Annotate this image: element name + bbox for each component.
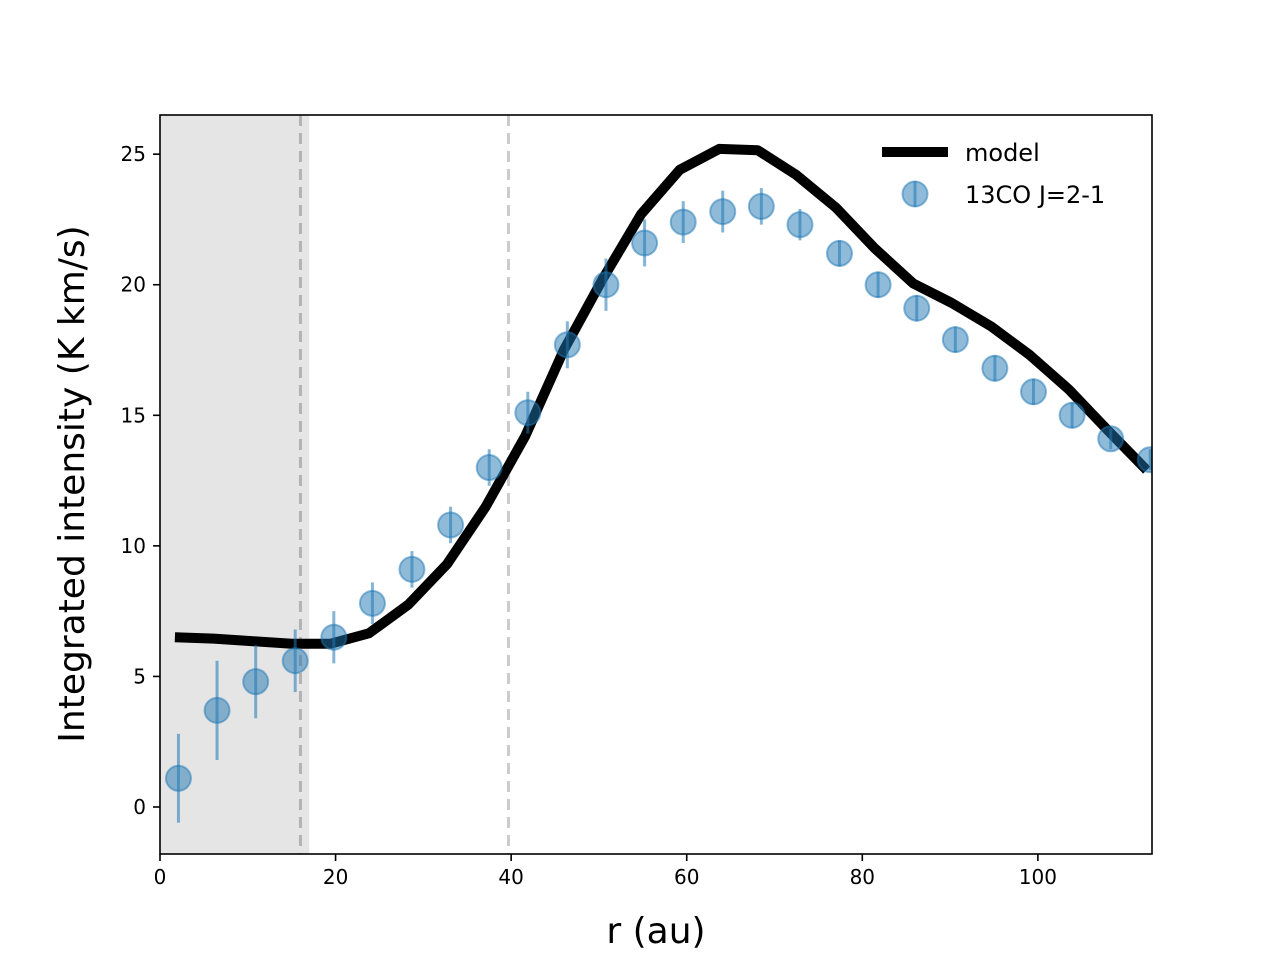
data-point <box>281 647 309 675</box>
legend-obs-swatch <box>901 180 929 208</box>
x-tick-label: 60 <box>674 865 699 889</box>
data-point <box>437 511 465 539</box>
shaded-region <box>160 115 310 854</box>
plot-area <box>160 115 1152 854</box>
data-point <box>631 229 659 257</box>
y-axis-title: Integrated intensity (K km/s) <box>52 225 93 742</box>
data-point <box>475 454 503 482</box>
data-point <box>903 294 931 322</box>
data-point <box>981 354 1009 382</box>
x-axis-title: r (au) <box>606 911 705 952</box>
legend-obs-label: 13CO J=2-1 <box>965 181 1105 209</box>
data-point <box>164 764 192 792</box>
data-point <box>1136 446 1152 474</box>
x-tick-label: 0 <box>154 865 167 889</box>
x-tick-label: 20 <box>323 865 348 889</box>
data-point <box>1019 378 1047 406</box>
x-tick-label: 100 <box>1019 865 1057 889</box>
legend: model 13CO J=2-1 <box>882 139 1105 209</box>
data-point <box>864 271 892 299</box>
x-tick-label: 40 <box>498 865 523 889</box>
y-tick-label: 25 <box>121 142 146 166</box>
x-tick-label: 80 <box>850 865 875 889</box>
y-tick-label: 10 <box>121 534 146 558</box>
y-tick-label: 0 <box>133 795 146 819</box>
data-point <box>669 208 697 236</box>
data-point <box>592 271 620 299</box>
data-point <box>941 326 969 354</box>
data-point <box>747 192 775 220</box>
data-point <box>203 696 231 724</box>
data-point <box>709 198 737 226</box>
data-point <box>1058 401 1086 429</box>
legend-model-label: model <box>965 139 1040 167</box>
data-point <box>398 555 426 583</box>
y-tick-label: 20 <box>121 273 146 297</box>
data-point <box>1097 425 1125 453</box>
data-point <box>358 589 386 617</box>
data-point <box>242 668 270 696</box>
data-point <box>320 623 348 651</box>
data-point <box>553 331 581 359</box>
y-tick-label: 15 <box>121 403 146 427</box>
data-point <box>825 239 853 267</box>
axes: 0 20 40 60 80 100 0 5 10 15 20 25 <box>121 114 1153 889</box>
data-point <box>514 399 542 427</box>
axes-frame <box>159 114 1153 855</box>
plot-clip-group <box>160 115 1152 854</box>
data-point <box>786 211 814 239</box>
y-tick-label: 5 <box>133 664 146 688</box>
